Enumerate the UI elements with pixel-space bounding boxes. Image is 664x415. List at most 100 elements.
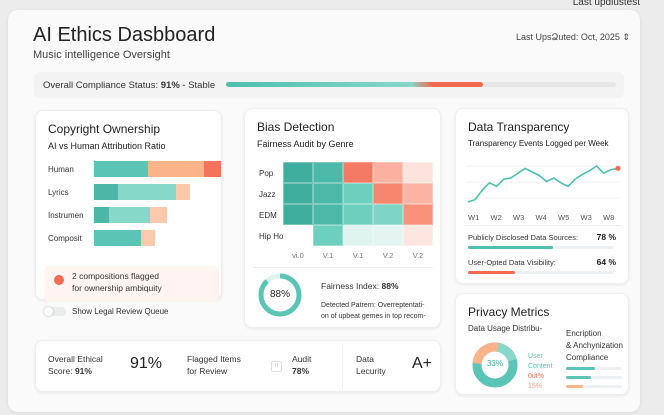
bias-subtitle: Fairness Audit by Genre <box>257 139 354 149</box>
page-title: AI Ethics Dasbboard <box>33 24 216 46</box>
heatmap-cell <box>403 204 433 225</box>
score-label: Overall Ethical <box>48 354 103 364</box>
attribution-row-label: Composit <box>48 234 82 243</box>
week-tick: W3 <box>513 213 525 222</box>
heatmap-cell <box>283 162 313 183</box>
donut-segment-other <box>472 342 518 388</box>
alert-icon <box>54 275 64 285</box>
pattern-line-1: Detected Patrern: Overreptentati- <box>321 302 425 309</box>
legal-review-label: Show Legal Review Queue <box>72 307 169 316</box>
attribution-bar-segment <box>94 161 148 177</box>
heatmap-cell <box>283 204 313 225</box>
metric-bar <box>468 271 614 274</box>
attribution-bar-segment <box>204 161 221 177</box>
gauge-value: 88% <box>269 289 290 300</box>
bias-card: Bias Detection Fairness Audit by Genre P… <box>244 108 441 328</box>
score-big: 91% <box>130 355 163 372</box>
heatmap-cell <box>343 183 373 204</box>
audit-label: Audit <box>292 354 312 364</box>
week-tick: W1 <box>468 213 480 222</box>
attribution-bar-segment <box>94 207 110 223</box>
metric-value: 78 % <box>596 232 616 242</box>
legal-review-toggle[interactable] <box>44 307 66 316</box>
encryption-bar <box>566 376 622 379</box>
heatmap-cell <box>373 225 403 246</box>
copyright-title: Copyright Ownership <box>48 122 161 136</box>
heatmap-cell <box>373 162 403 183</box>
legend-out: 0ut% <box>528 373 544 380</box>
attribution-bar-segment <box>175 184 190 200</box>
encryption-bar <box>566 385 622 388</box>
week-tick: W4 <box>535 213 547 222</box>
metric-label: Publicly Disclosed Data Sources: <box>468 233 579 242</box>
usage-donut <box>472 342 518 388</box>
heatmap-row-label: Jazz <box>259 190 276 199</box>
heatmap-cell <box>403 162 433 183</box>
last-updated-note: Last updlustest <box>572 0 640 8</box>
week-tick: W3 <box>580 213 592 222</box>
dashboard: AI Ethics Dasbboard Music intelligence O… <box>8 10 640 412</box>
heatmap-cell <box>313 183 343 204</box>
chevron-updown-icon: ⇕ <box>622 32 630 42</box>
legend-content: Content <box>528 363 553 370</box>
privacy-title: Privacy Metrics <box>468 305 550 319</box>
latest-point <box>615 165 621 171</box>
fairness-index-value: 88% <box>381 281 399 291</box>
heatmap-cell <box>283 183 313 204</box>
privacy-subtitle: Data Usage Distribu- <box>468 324 543 333</box>
flagged-l2: for Review <box>187 366 228 376</box>
heatmap-col-label: V.2 <box>412 251 424 260</box>
encryption-l2: & Anchynization <box>566 341 623 350</box>
transparency-title: Data Transparency <box>468 120 570 134</box>
attribution-bar-segment <box>94 230 142 246</box>
transparency-subtitle: Transparency Events Logged per Week <box>468 139 609 148</box>
events-line-chart <box>466 164 621 203</box>
metric-bar <box>468 246 614 249</box>
metric-label: User-Opted Data Visibility: <box>468 258 556 267</box>
fairness-index-label: Fairness Index: <box>321 281 380 291</box>
heatmap-col-label: vi.0 <box>292 251 304 260</box>
attribution-row-label: Lyrics <box>48 188 69 197</box>
heatmap-cell <box>283 225 313 246</box>
attribution-bar-segment <box>118 184 176 200</box>
pause-icon[interactable]: ıı <box>271 361 282 372</box>
compliance-bar: Overall Compliance Status: 91% - Stable <box>34 72 624 98</box>
security-l2: Lecurity <box>356 366 386 376</box>
fairness-gauge <box>258 273 302 317</box>
copyright-subtitle: AI vs Human Attribution Ratio <box>48 141 166 151</box>
attribution-bar-segment <box>141 230 156 246</box>
heatmap-cell <box>343 225 373 246</box>
compliance-label: Overall Compliance Status: <box>43 80 159 91</box>
page-subtitle: Music intelligence Oversight <box>33 49 170 61</box>
week-tick: W5 <box>558 213 570 222</box>
heatmap-col-label: V.1 <box>352 251 364 260</box>
last-updated-select[interactable]: Last UpsՁuted: Oct, 2025 ⇕ <box>516 32 630 43</box>
bias-title: Bias Detection <box>257 120 335 134</box>
heatmap-cell <box>403 183 433 204</box>
heatmap-row-label: Hip Hop <box>259 232 288 241</box>
heatmap-cell <box>313 225 343 246</box>
compliance-progress <box>226 82 616 87</box>
heatmap-cell <box>313 204 343 225</box>
score-value: 91% <box>74 366 92 376</box>
compliance-value: 91% <box>160 80 180 91</box>
attribution-row-label: Instrumen <box>48 211 84 220</box>
heatmap-cell <box>373 204 403 225</box>
security-grade: A+ <box>412 355 433 372</box>
heatmap-cell <box>313 162 343 183</box>
attribution-bar-segment <box>94 184 119 200</box>
heatmap-row-label: EDM <box>259 211 277 220</box>
heatmap-col-label: V.1 <box>322 251 334 260</box>
copyright-card: Copyright Ownership AI vs Human Attribut… <box>35 110 222 302</box>
legend-pct: 15% <box>528 383 543 390</box>
metric-value: 64 % <box>596 257 616 267</box>
transparency-card: Data Transparency Transparency Events Lo… <box>455 108 629 284</box>
alert-text-2: for ownership ambiquity <box>72 283 162 293</box>
attribution-row-label: Human <box>48 165 74 174</box>
encryption-bar <box>566 367 622 370</box>
attribution-bar-segment <box>109 207 151 223</box>
audit-value: 78% <box>292 366 310 376</box>
attribution-bar-segment <box>150 207 167 223</box>
compliance-trend: - Stable <box>182 80 216 91</box>
last-updated-label: Last UpsՁuted: Oct, 2025 <box>515 32 620 42</box>
